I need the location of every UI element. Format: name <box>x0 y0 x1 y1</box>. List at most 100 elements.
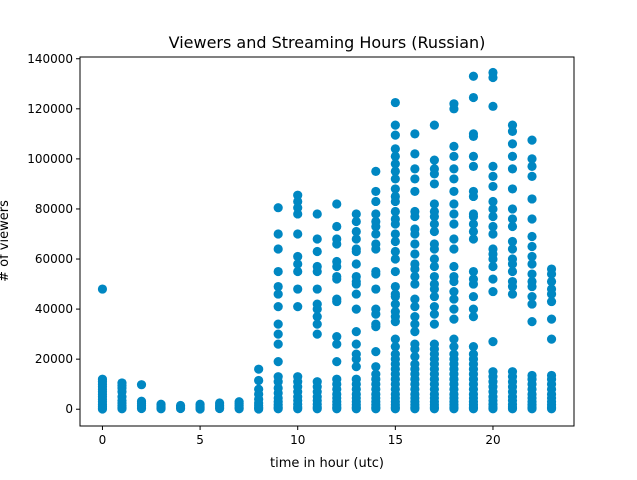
data-point <box>273 339 283 349</box>
data-point <box>468 161 479 171</box>
data-point <box>293 251 303 262</box>
data-point <box>332 357 342 367</box>
data-point <box>351 226 361 237</box>
data-point <box>390 281 400 292</box>
data-point <box>332 332 342 342</box>
data-point <box>312 266 322 277</box>
y-tick-label: 120000 <box>27 102 73 116</box>
data-point <box>390 334 400 344</box>
data-point <box>312 312 322 322</box>
data-point <box>371 244 381 254</box>
data-point <box>488 286 498 297</box>
data-point <box>468 304 479 314</box>
data-point <box>546 289 557 299</box>
data-point <box>527 291 537 302</box>
data-point <box>527 161 537 171</box>
data-point <box>546 404 557 414</box>
data-point <box>371 209 381 219</box>
data-point <box>449 334 459 344</box>
data-point <box>449 404 459 414</box>
data-point <box>351 404 361 414</box>
data-point <box>195 404 205 414</box>
data-point <box>273 329 283 339</box>
data-point <box>410 301 420 312</box>
data-point <box>507 404 518 414</box>
data-point <box>449 219 459 229</box>
data-point <box>488 254 498 264</box>
data-point <box>449 276 459 287</box>
data-point <box>332 199 342 209</box>
data-point <box>507 151 518 161</box>
data-point <box>468 226 479 237</box>
y-tick-label: 0 <box>65 402 73 416</box>
data-point <box>488 181 498 192</box>
data-point <box>371 269 381 279</box>
data-point <box>351 246 361 257</box>
data-point <box>527 281 537 292</box>
data-point <box>468 131 479 141</box>
data-point <box>527 317 537 327</box>
data-point <box>449 261 459 272</box>
data-point <box>390 317 400 327</box>
data-point <box>293 284 303 294</box>
data-point <box>507 289 518 299</box>
data-point <box>273 357 283 367</box>
data-point <box>273 404 283 414</box>
data-point <box>390 291 400 302</box>
data-point <box>449 199 459 209</box>
data-point <box>332 221 342 232</box>
data-point <box>293 301 303 312</box>
data-point <box>527 214 537 224</box>
data-point <box>351 259 361 269</box>
data-point <box>215 403 225 414</box>
data-point <box>468 71 479 81</box>
data-point <box>390 144 400 154</box>
data-point <box>449 304 459 314</box>
data-point <box>429 254 439 264</box>
data-point <box>312 234 322 244</box>
data-point <box>390 266 400 277</box>
data-point <box>273 203 283 213</box>
data-point <box>390 159 400 169</box>
data-point <box>390 196 400 207</box>
data-point <box>527 299 537 309</box>
data-point <box>273 301 283 312</box>
data-point <box>97 284 108 294</box>
data-point <box>175 403 186 414</box>
data-point <box>468 219 479 229</box>
data-point <box>488 161 498 171</box>
data-point <box>410 164 420 174</box>
data-point <box>234 404 244 414</box>
x-tick-label: 15 <box>388 433 403 447</box>
data-point <box>449 314 459 324</box>
data-point <box>332 339 342 349</box>
data-point <box>488 221 498 232</box>
data-point <box>312 329 322 339</box>
data-point <box>390 236 400 247</box>
data-point <box>351 339 361 349</box>
data-point <box>546 276 557 287</box>
data-point <box>468 234 479 244</box>
data-point <box>468 279 479 289</box>
data-point <box>468 151 479 161</box>
data-point <box>507 236 518 247</box>
data-point <box>390 206 400 217</box>
data-point <box>371 404 381 414</box>
data-point <box>527 269 537 279</box>
data-point <box>390 174 400 184</box>
data-point <box>527 154 537 164</box>
y-axis: 0 20000 40000 60000 80000 100000 120000 140000 <box>27 52 80 416</box>
data-point <box>527 194 537 204</box>
data-point <box>507 214 518 224</box>
data-point <box>371 322 381 332</box>
data-point <box>429 219 439 229</box>
data-point <box>273 281 283 292</box>
x-axis: 0 5 10 15 20 <box>99 426 501 447</box>
data-point <box>449 294 459 304</box>
data-point <box>351 209 361 219</box>
data-point <box>507 281 518 292</box>
data-point <box>273 266 283 277</box>
data-point <box>273 229 283 239</box>
data-point <box>449 244 459 254</box>
data-point <box>254 404 264 414</box>
